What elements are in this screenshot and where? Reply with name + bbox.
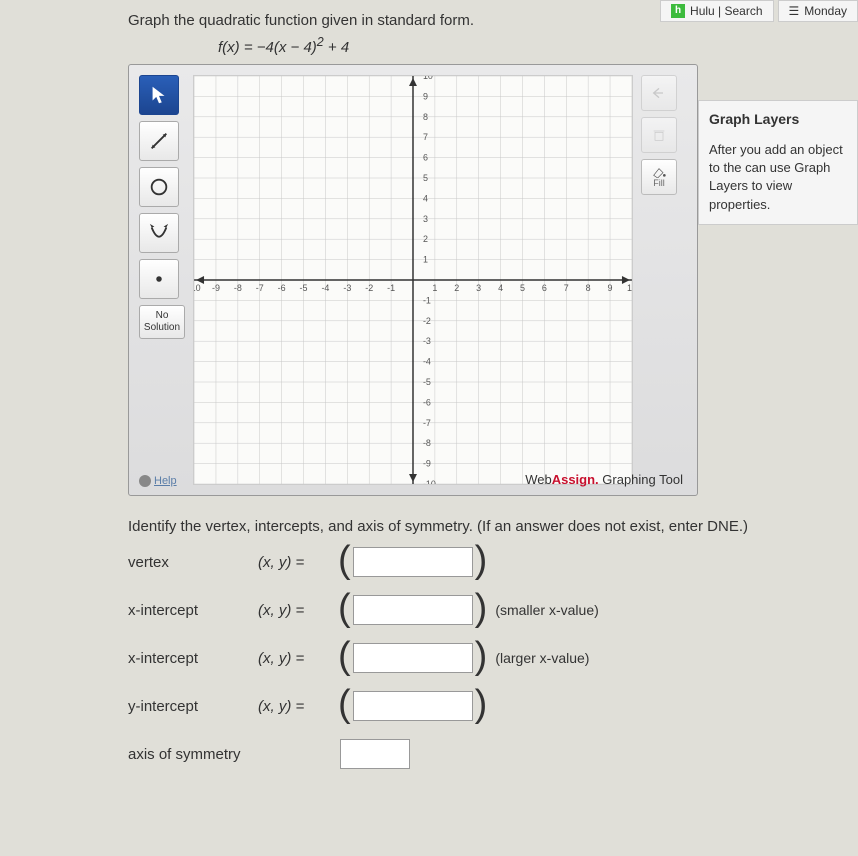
fill-label: Fill — [653, 178, 665, 188]
svg-text:10: 10 — [423, 76, 433, 81]
svg-text:3: 3 — [476, 283, 481, 293]
svg-text:7: 7 — [564, 283, 569, 293]
yint-xy: (x, y) = — [258, 698, 338, 715]
graph-layers-panel: Graph Layers After you add an object to … — [698, 100, 858, 225]
circle-tool[interactable] — [139, 167, 179, 207]
yint-row: y-intercept (x, y) = ( ) — [128, 691, 838, 721]
axis-label: axis of symmetry — [128, 746, 258, 763]
line-tool[interactable] — [139, 121, 179, 161]
svg-text:-5: -5 — [423, 377, 431, 387]
svg-text:-5: -5 — [300, 283, 308, 293]
svg-text:-7: -7 — [423, 418, 431, 428]
question-formula: f(x) = −4(x − 4)2 + 4 — [218, 35, 838, 56]
svg-text:-9: -9 — [212, 283, 220, 293]
svg-text:-6: -6 — [423, 397, 431, 407]
svg-text:7: 7 — [423, 132, 428, 142]
svg-text:4: 4 — [498, 283, 503, 293]
layers-text: After you add an object to the can use G… — [709, 141, 847, 214]
smaller-hint: (smaller x-value) — [495, 602, 598, 618]
xint1-label: x-intercept — [128, 602, 258, 619]
answer-rows: vertex (x, y) = ( ) x-intercept (x, y) =… — [128, 547, 838, 769]
yint-label: y-intercept — [128, 698, 258, 715]
svg-text:4: 4 — [423, 193, 428, 203]
vertex-row: vertex (x, y) = ( ) — [128, 547, 838, 577]
xint1-row: x-intercept (x, y) = ( ) (smaller x-valu… — [128, 595, 838, 625]
svg-text:-4: -4 — [423, 357, 431, 367]
svg-text:1: 1 — [423, 255, 428, 265]
svg-text:9: 9 — [423, 91, 428, 101]
formula-lhs: f(x) = — [218, 39, 257, 56]
formula-tail: + 4 — [324, 39, 349, 56]
xint-smaller-input[interactable] — [353, 595, 473, 625]
svg-text:2: 2 — [423, 234, 428, 244]
fill-button[interactable]: Fill — [641, 159, 677, 195]
help-link[interactable]: Help — [139, 475, 177, 487]
svg-text:3: 3 — [423, 214, 428, 224]
svg-text:-2: -2 — [365, 283, 373, 293]
brand-assign: Assign. — [552, 472, 599, 487]
svg-text:-10: -10 — [194, 283, 201, 293]
svg-text:-7: -7 — [256, 283, 264, 293]
svg-text:-8: -8 — [423, 438, 431, 448]
xint-larger-input[interactable] — [353, 643, 473, 673]
yint-input[interactable] — [353, 691, 473, 721]
no-solution-button[interactable]: No Solution — [139, 305, 185, 339]
graph-toolbar: No Solution — [139, 75, 185, 485]
hulu-icon: h — [671, 4, 685, 18]
browser-tabs: h Hulu | Search ☰ Monday — [660, 0, 858, 22]
svg-text:-3: -3 — [423, 336, 431, 346]
larger-hint: (larger x-value) — [495, 650, 589, 666]
tab-hulu[interactable]: h Hulu | Search — [660, 0, 774, 22]
svg-text:-3: -3 — [343, 283, 351, 293]
undo-button[interactable] — [641, 75, 677, 111]
vertex-label: vertex — [128, 554, 258, 571]
graph-grid: -10-9-8-7-6-5-4-3-2-112345678910-10-9-8-… — [194, 76, 632, 484]
tab-monday[interactable]: ☰ Monday — [778, 0, 858, 22]
xint1-xy: (x, y) = — [258, 602, 338, 619]
xint2-label: x-intercept — [128, 650, 258, 667]
point-tool[interactable] — [139, 259, 179, 299]
vertex-input[interactable] — [353, 547, 473, 577]
axis-row: axis of symmetry — [128, 739, 838, 769]
svg-text:5: 5 — [520, 283, 525, 293]
layers-title: Graph Layers — [709, 111, 847, 127]
graph-canvas[interactable]: -10-9-8-7-6-5-4-3-2-112345678910-10-9-8-… — [193, 75, 633, 485]
svg-text:8: 8 — [586, 283, 591, 293]
pointer-tool[interactable] — [139, 75, 179, 115]
svg-text:-1: -1 — [423, 295, 431, 305]
parabola-tool[interactable] — [139, 213, 179, 253]
svg-text:8: 8 — [423, 112, 428, 122]
svg-text:6: 6 — [423, 153, 428, 163]
formula-rhs: −4(x − 4) — [257, 39, 317, 56]
tab-hulu-label: Hulu | Search — [690, 4, 763, 18]
xint2-xy: (x, y) = — [258, 650, 338, 667]
delete-button[interactable] — [641, 117, 677, 153]
monday-icon: ☰ — [789, 4, 800, 18]
graph-frame: No Solution -10-9-8-7-6-5-4-3-2-11234567… — [128, 64, 698, 496]
svg-text:-1: -1 — [387, 283, 395, 293]
svg-text:-8: -8 — [234, 283, 242, 293]
graph-right-tools: Fill — [641, 75, 681, 485]
svg-text:1: 1 — [432, 283, 437, 293]
identify-prompt: Identify the vertex, intercepts, and axi… — [128, 518, 838, 535]
brand-tool: Graphing Tool — [599, 472, 683, 487]
svg-text:9: 9 — [608, 283, 613, 293]
vertex-xy: (x, y) = — [258, 554, 338, 571]
svg-text:-10: -10 — [423, 479, 436, 484]
svg-text:-4: -4 — [321, 283, 329, 293]
axis-input[interactable] — [340, 739, 410, 769]
svg-text:2: 2 — [454, 283, 459, 293]
tab-monday-label: Monday — [804, 4, 847, 18]
svg-text:10: 10 — [627, 283, 632, 293]
svg-text:-2: -2 — [423, 316, 431, 326]
webassign-brand: WebAssign. Graphing Tool — [525, 472, 683, 487]
formula-exp: 2 — [317, 35, 324, 49]
brand-web: Web — [525, 472, 552, 487]
svg-text:6: 6 — [542, 283, 547, 293]
xint2-row: x-intercept (x, y) = ( ) (larger x-value… — [128, 643, 838, 673]
svg-text:5: 5 — [423, 173, 428, 183]
svg-text:-9: -9 — [423, 459, 431, 469]
svg-text:-6: -6 — [278, 283, 286, 293]
